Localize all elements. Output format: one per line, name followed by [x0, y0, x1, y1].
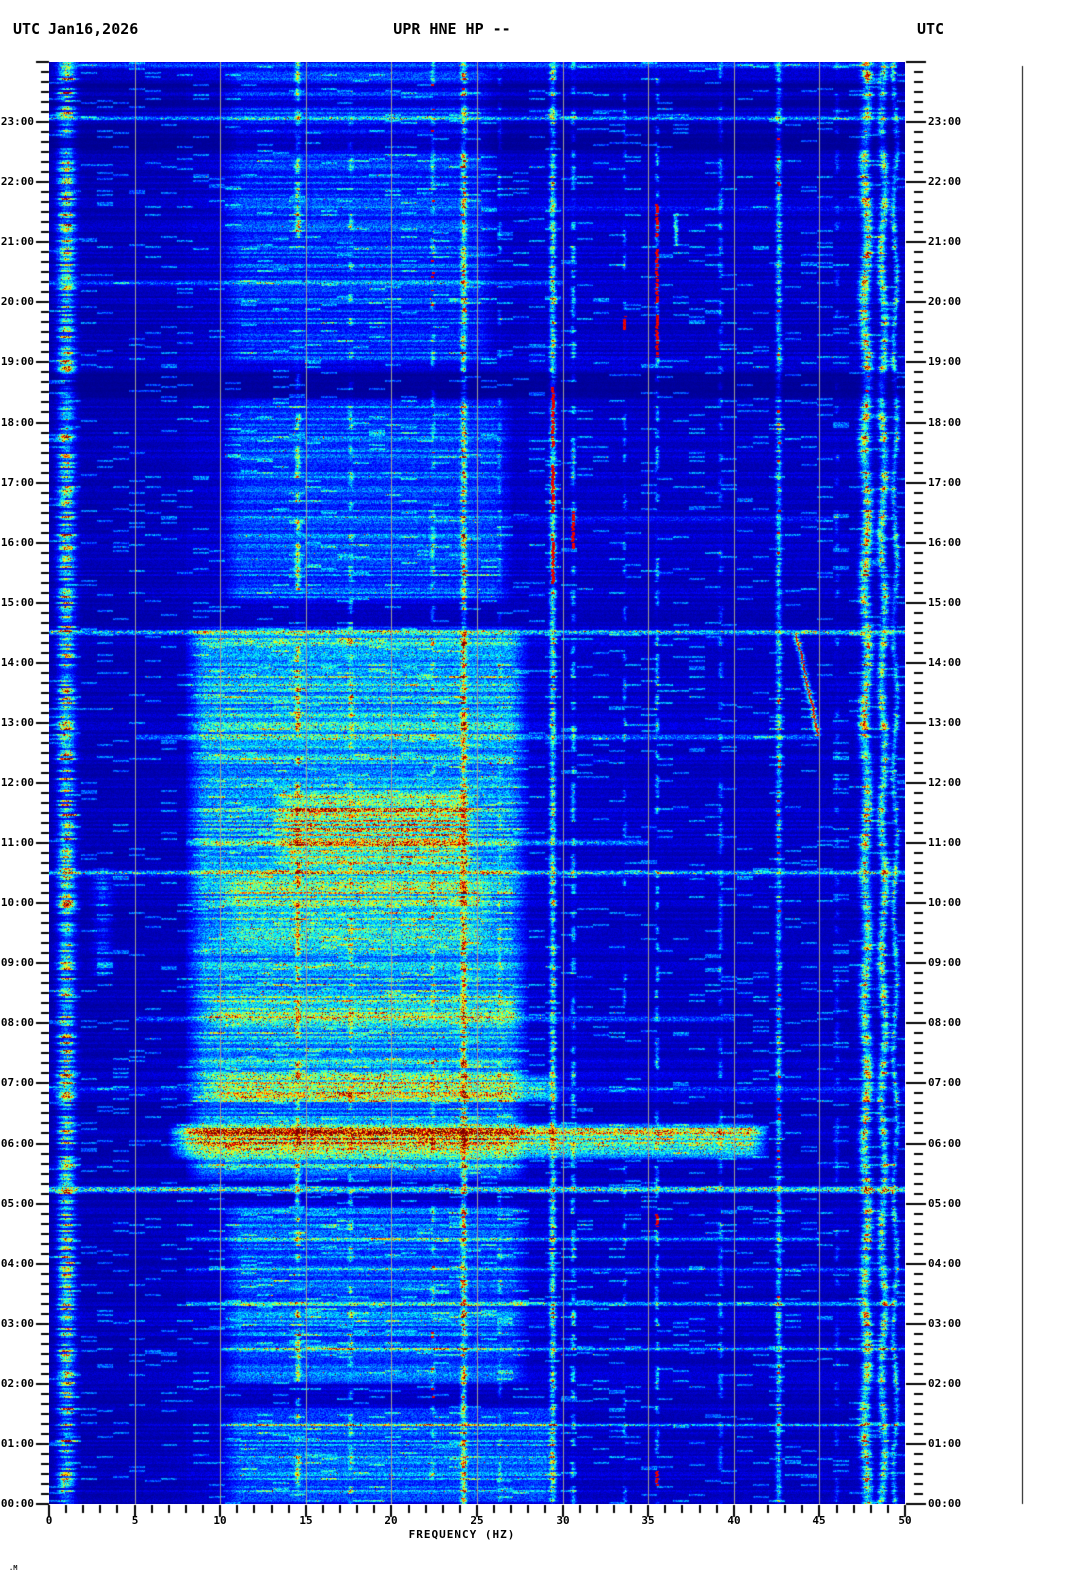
spectrogram-canvas [49, 62, 905, 1504]
y-tick-label-right: 03:00 [928, 1317, 962, 1330]
y-tick-label-left: 17:00 [0, 476, 34, 489]
x-tick-label: 25 [470, 1514, 484, 1527]
y-tick-label-left: 18:00 [0, 416, 34, 429]
y-tick-label-left: 23:00 [0, 115, 34, 128]
x-tick-label: 5 [131, 1514, 139, 1527]
y-tick-label-right: 22:00 [928, 175, 962, 188]
x-tick-label: 40 [727, 1514, 741, 1527]
y-tick-label-left: 19:00 [0, 355, 34, 368]
x-tick-label: 35 [641, 1514, 655, 1527]
y-tick-label-right: 21:00 [928, 235, 962, 248]
y-tick-label-left: 16:00 [0, 536, 34, 549]
y-tick-label-right: 15:00 [928, 596, 962, 609]
y-tick-label-right: 00:00 [928, 1497, 962, 1510]
y-tick-label-left: 01:00 [0, 1437, 34, 1450]
y-tick-label-right: 08:00 [928, 1016, 962, 1029]
corner-mark: .M [9, 1564, 18, 1572]
y-tick-label-left: 00:00 [0, 1497, 34, 1510]
y-tick-label-left: 11:00 [0, 836, 34, 849]
header-utc-left: UTC [13, 20, 41, 38]
y-tick-label-left: 13:00 [0, 716, 34, 729]
y-tick-label-left: 14:00 [0, 656, 34, 669]
y-tick-label-right: 06:00 [928, 1137, 962, 1150]
y-tick-label-right: 07:00 [928, 1076, 962, 1089]
y-tick-label-right: 17:00 [928, 476, 962, 489]
y-tick-label-left: 10:00 [0, 896, 34, 909]
y-tick-label-right: 16:00 [928, 536, 962, 549]
y-tick-label-right: 14:00 [928, 656, 962, 669]
y-tick-label-right: 12:00 [928, 776, 962, 789]
y-tick-label-right: 19:00 [928, 355, 962, 368]
y-tick-label-right: 05:00 [928, 1197, 962, 1210]
y-tick-label-right: 10:00 [928, 896, 962, 909]
y-tick-label-left: 06:00 [0, 1137, 34, 1150]
header-date: Jan16,2026 [48, 20, 139, 38]
y-tick-label-left: 07:00 [0, 1076, 34, 1089]
y-tick-label-left: 15:00 [0, 596, 34, 609]
y-tick-label-left: 12:00 [0, 776, 34, 789]
x-tick-label: 15 [299, 1514, 313, 1527]
y-tick-label-left: 08:00 [0, 1016, 34, 1029]
x-tick-label: 30 [556, 1514, 570, 1527]
y-tick-label-left: 02:00 [0, 1377, 34, 1390]
y-tick-label-left: 09:00 [0, 956, 34, 969]
x-tick-label: 0 [45, 1514, 53, 1527]
x-tick-label: 10 [213, 1514, 227, 1527]
y-tick-label-right: 20:00 [928, 295, 962, 308]
y-tick-label-left: 22:00 [0, 175, 34, 188]
y-tick-label-right: 18:00 [928, 416, 962, 429]
y-tick-label-left: 21:00 [0, 235, 34, 248]
y-tick-label-right: 09:00 [928, 956, 962, 969]
y-tick-label-right: 11:00 [928, 836, 962, 849]
header-utc-right: UTC [917, 20, 945, 38]
y-tick-label-left: 04:00 [0, 1257, 34, 1270]
y-tick-label-left: 03:00 [0, 1317, 34, 1330]
y-tick-label-right: 04:00 [928, 1257, 962, 1270]
header-title: UPR HNE HP -- [393, 20, 511, 38]
y-tick-label-right: 23:00 [928, 115, 962, 128]
y-tick-label-right: 02:00 [928, 1377, 962, 1390]
y-tick-label-left: 20:00 [0, 295, 34, 308]
y-tick-label-left: 05:00 [0, 1197, 34, 1210]
x-tick-label: 20 [384, 1514, 398, 1527]
y-tick-label-right: 01:00 [928, 1437, 962, 1450]
x-axis-title: FREQUENCY (HZ) [408, 1528, 516, 1541]
y-tick-label-right: 13:00 [928, 716, 962, 729]
x-tick-label: 45 [812, 1514, 826, 1527]
x-tick-label: 50 [898, 1514, 912, 1527]
